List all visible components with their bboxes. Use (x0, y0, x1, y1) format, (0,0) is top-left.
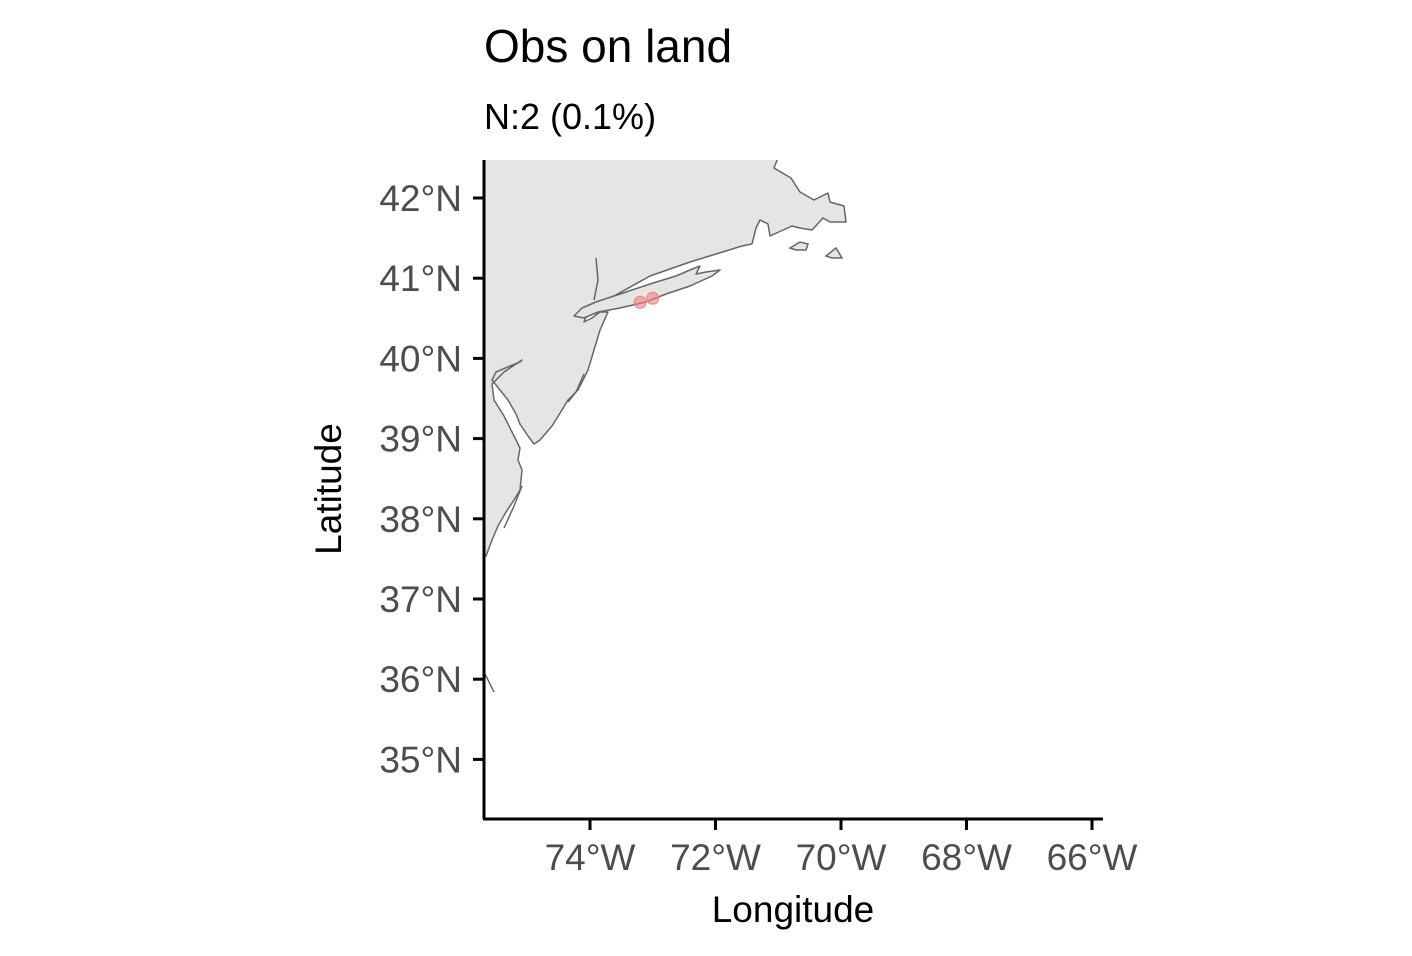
x-tick-label: 70°W (796, 837, 887, 878)
x-tick-label: 74°W (545, 837, 636, 878)
y-ticks: 35°N 36°N 37°N 38°N 39°N 40°N 41°N 42°N (379, 178, 484, 780)
y-tick-label: 35°N (379, 739, 462, 780)
y-tick-label: 39°N (379, 419, 462, 460)
x-tick-label: 66°W (1047, 837, 1138, 878)
y-tick-label: 37°N (379, 579, 462, 620)
x-ticks: 74°W 72°W 70°W 68°W 66°W (545, 819, 1138, 878)
observation-points (633, 291, 660, 309)
chart-subtitle: N:2 (0.1%) (484, 96, 656, 137)
x-tick-label: 72°W (670, 837, 761, 878)
barrier-island-nj (567, 373, 585, 403)
y-tick-label: 38°N (379, 499, 462, 540)
hudson-river (593, 257, 599, 301)
nantucket (824, 246, 844, 259)
land-layer (484, 160, 847, 693)
map-panel (484, 160, 847, 693)
y-axis-title: Latitude (308, 423, 349, 555)
long-island (573, 265, 721, 319)
y-tick-label: 42°N (379, 178, 462, 219)
x-tick-label: 68°W (921, 837, 1012, 878)
x-axis-title: Longitude (712, 889, 875, 930)
observation-point (646, 291, 660, 305)
marthas-vineyard (788, 241, 809, 251)
mainland-coast (484, 160, 847, 558)
barrier-island-del (503, 485, 523, 529)
observation-point (633, 295, 647, 309)
y-tick-label: 40°N (379, 338, 462, 379)
y-tick-label: 41°N (379, 258, 462, 299)
axes: 74°W 72°W 70°W 68°W 66°W 35°N 36°N 37°N 38°N 39°… (379, 160, 1138, 878)
chart-title: Obs on land (484, 20, 732, 72)
y-tick-label: 36°N (379, 659, 462, 700)
